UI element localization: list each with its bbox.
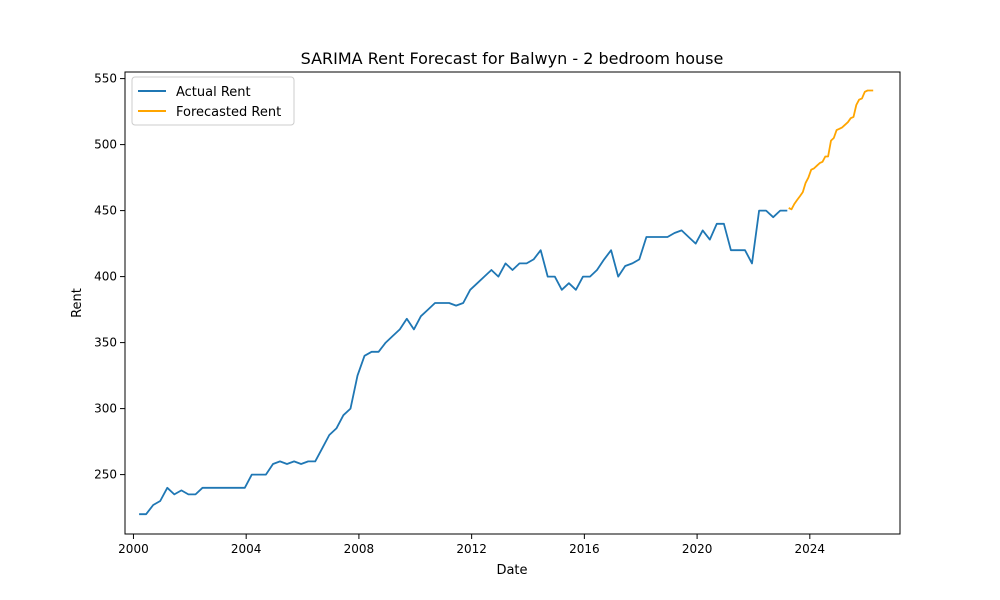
legend: Actual Rent Forecasted Rent — [131, 76, 295, 126]
legend-label-forecasted-rent: Forecasted Rent — [176, 105, 281, 120]
series-line-actual-rent — [139, 209, 788, 516]
x-tick-label: 2024 — [795, 542, 826, 556]
x-tick-label: 2016 — [569, 542, 600, 556]
y-tick-label: 350 — [94, 336, 117, 350]
y-tick-label: 300 — [94, 402, 117, 416]
y-tick-label: 250 — [94, 468, 117, 482]
series-layer — [139, 89, 874, 516]
y-tick-label: 400 — [94, 270, 117, 284]
series-line-forecasted-rent — [788, 89, 874, 211]
x-tick-label: 2020 — [682, 542, 713, 556]
y-tick-label: 450 — [94, 204, 117, 218]
y-axis: 250 300 350 400 450 500 550 — [94, 72, 125, 482]
legend-box — [131, 76, 295, 126]
y-axis-label: Rent — [70, 288, 85, 318]
plot-area — [124, 71, 901, 535]
x-tick-label: 2000 — [118, 542, 149, 556]
y-tick-label: 500 — [94, 138, 117, 152]
x-axis: 2000 2004 2008 2012 2016 2020 2024 — [118, 534, 825, 556]
x-tick-label: 2004 — [231, 542, 262, 556]
y-tick-label: 550 — [94, 72, 117, 86]
x-tick-label: 2008 — [344, 542, 375, 556]
legend-label-actual-rent: Actual Rent — [176, 85, 251, 100]
x-axis-label: Date — [496, 563, 527, 578]
chart-title: SARIMA Rent Forecast for Balwyn - 2 bedr… — [301, 49, 724, 68]
x-tick-label: 2012 — [456, 542, 487, 556]
